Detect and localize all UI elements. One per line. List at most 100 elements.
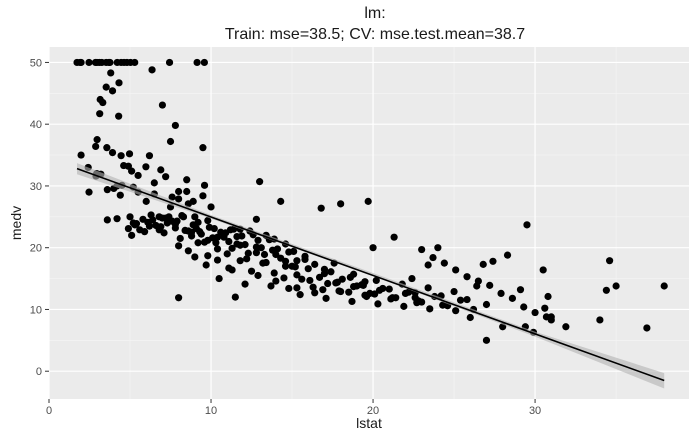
data-point — [77, 58, 85, 67]
chart-title-line2: Train: mse=38.5; CV: mse.test.mean=38.7 — [225, 26, 525, 43]
data-point — [440, 259, 448, 267]
data-point — [429, 253, 437, 262]
data-point — [364, 197, 372, 205]
data-point — [482, 300, 491, 309]
data-point — [205, 223, 214, 231]
data-point — [175, 195, 183, 203]
data-point — [486, 281, 494, 289]
data-point — [176, 234, 184, 243]
data-point — [322, 294, 330, 302]
minor-gridlines — [49, 47, 689, 399]
chart-title-line1: lm: — [364, 5, 385, 22]
y-tick-label: 0 — [36, 366, 42, 378]
data-point — [244, 249, 252, 257]
data-point — [411, 294, 419, 302]
data-point — [272, 250, 280, 259]
data-point — [508, 294, 516, 302]
data-point — [390, 233, 398, 241]
data-point — [134, 171, 142, 180]
data-point — [155, 213, 163, 221]
data-point — [541, 304, 549, 312]
y-tick-label: 10 — [30, 304, 42, 316]
data-point — [99, 98, 107, 107]
data-point — [277, 197, 285, 205]
data-point — [131, 221, 139, 229]
data-point — [489, 257, 497, 265]
data-point — [369, 244, 377, 252]
data-point — [482, 336, 491, 344]
data-point — [233, 232, 241, 241]
data-point — [254, 271, 262, 280]
data-point — [204, 216, 212, 225]
data-point — [108, 87, 117, 95]
data-point — [256, 178, 264, 186]
data-point — [213, 245, 222, 253]
data-point — [200, 58, 208, 67]
data-point — [315, 273, 324, 281]
data-point — [516, 286, 525, 294]
data-point — [199, 144, 207, 152]
data-point — [450, 287, 458, 296]
data-point — [236, 257, 244, 265]
data-point — [612, 282, 620, 290]
data-point — [171, 121, 179, 130]
data-point — [596, 316, 604, 324]
data-point — [228, 244, 236, 252]
data-point — [254, 236, 262, 244]
data-point — [306, 276, 314, 285]
data-point — [77, 151, 85, 159]
data-point — [212, 239, 220, 247]
data-point — [520, 303, 528, 311]
data-point — [333, 278, 342, 286]
data-point — [544, 292, 552, 301]
data-point — [155, 226, 163, 234]
major-gridlines — [48, 47, 689, 399]
data-point — [124, 224, 132, 233]
data-point — [353, 282, 361, 290]
data-point — [204, 236, 212, 244]
data-point — [194, 239, 202, 247]
data-point — [215, 274, 223, 283]
data-point — [113, 215, 121, 223]
data-point — [374, 300, 382, 308]
x-tick-label: 0 — [46, 405, 52, 417]
data-point — [324, 279, 332, 288]
data-point — [196, 228, 204, 236]
data-point — [463, 295, 471, 304]
data-point — [125, 150, 134, 158]
data-point — [243, 255, 251, 263]
data-point — [247, 267, 256, 275]
data-point — [479, 260, 487, 268]
data-point — [285, 248, 293, 256]
data-point — [309, 283, 317, 291]
data-point — [106, 58, 114, 67]
data-point — [359, 281, 367, 289]
data-point — [85, 58, 93, 67]
data-point — [142, 197, 150, 205]
data-point — [317, 204, 325, 212]
data-point — [602, 286, 610, 294]
data-point — [392, 294, 400, 302]
y-axis-ticks: 0 10 20 30 40 50 — [30, 57, 49, 378]
data-point — [191, 253, 199, 261]
data-point — [267, 282, 275, 290]
data-point — [103, 186, 111, 194]
data-point — [296, 291, 304, 299]
data-point — [128, 231, 136, 239]
data-point — [108, 149, 117, 157]
data-point — [150, 179, 158, 187]
data-point — [124, 162, 132, 170]
data-point — [116, 191, 124, 199]
regression-fit — [76, 163, 665, 389]
data-point — [660, 282, 668, 290]
data-point — [473, 282, 481, 290]
data-point — [136, 226, 144, 234]
data-point — [233, 240, 241, 248]
data-point — [320, 270, 329, 278]
data-point — [148, 66, 156, 74]
data-point — [259, 259, 267, 267]
y-tick-label: 20 — [30, 243, 42, 255]
data-point — [379, 284, 387, 293]
data-point — [335, 287, 343, 295]
